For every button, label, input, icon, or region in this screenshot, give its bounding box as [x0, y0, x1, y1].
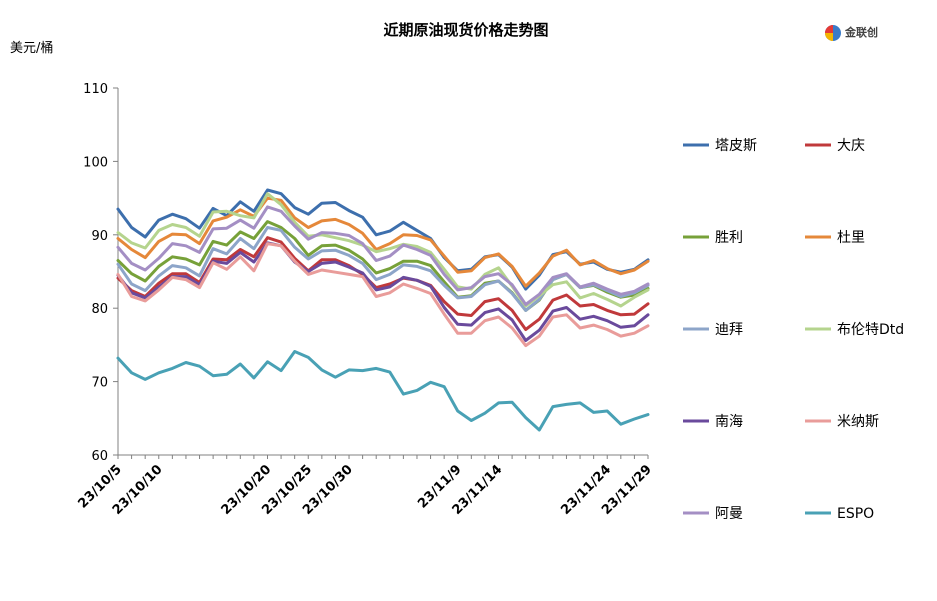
- series-line: [116, 192, 650, 308]
- legend-label: 大庆: [837, 138, 865, 154]
- logo-text: 金联创: [844, 25, 878, 39]
- legend-label: 胜利: [715, 230, 743, 246]
- legend-label: 米纳斯: [837, 414, 879, 430]
- y-tick-label: 60: [91, 449, 108, 464]
- y-axis-unit: 美元/桶: [10, 41, 53, 56]
- y-tick-label: 90: [91, 229, 108, 244]
- series-line: [116, 205, 650, 306]
- series-line: [116, 350, 650, 432]
- legend-label: 布伦特Dtd: [837, 322, 904, 338]
- y-tick-label: 80: [91, 302, 108, 317]
- legend-label: 迪拜: [715, 322, 743, 338]
- series-lines: [116, 188, 650, 432]
- series-line: [116, 242, 650, 348]
- legend-label: 南海: [715, 414, 743, 430]
- chart-title: 近期原油现货价格走势图: [383, 21, 548, 39]
- y-tick-label: 100: [83, 155, 108, 170]
- legend-label: 塔皮斯: [715, 138, 757, 154]
- y-axis-ticks: 60 70 80 90 100 110: [83, 82, 118, 464]
- legend-label: 杜里: [837, 230, 865, 246]
- legend-label: ESPO: [837, 506, 874, 522]
- logo: 金联创: [825, 25, 878, 41]
- axes: [117, 88, 648, 456]
- y-tick-label: 110: [83, 82, 108, 97]
- legend-label: 阿曼: [715, 506, 743, 522]
- y-tick-label: 70: [91, 376, 108, 391]
- series-line: [116, 196, 650, 288]
